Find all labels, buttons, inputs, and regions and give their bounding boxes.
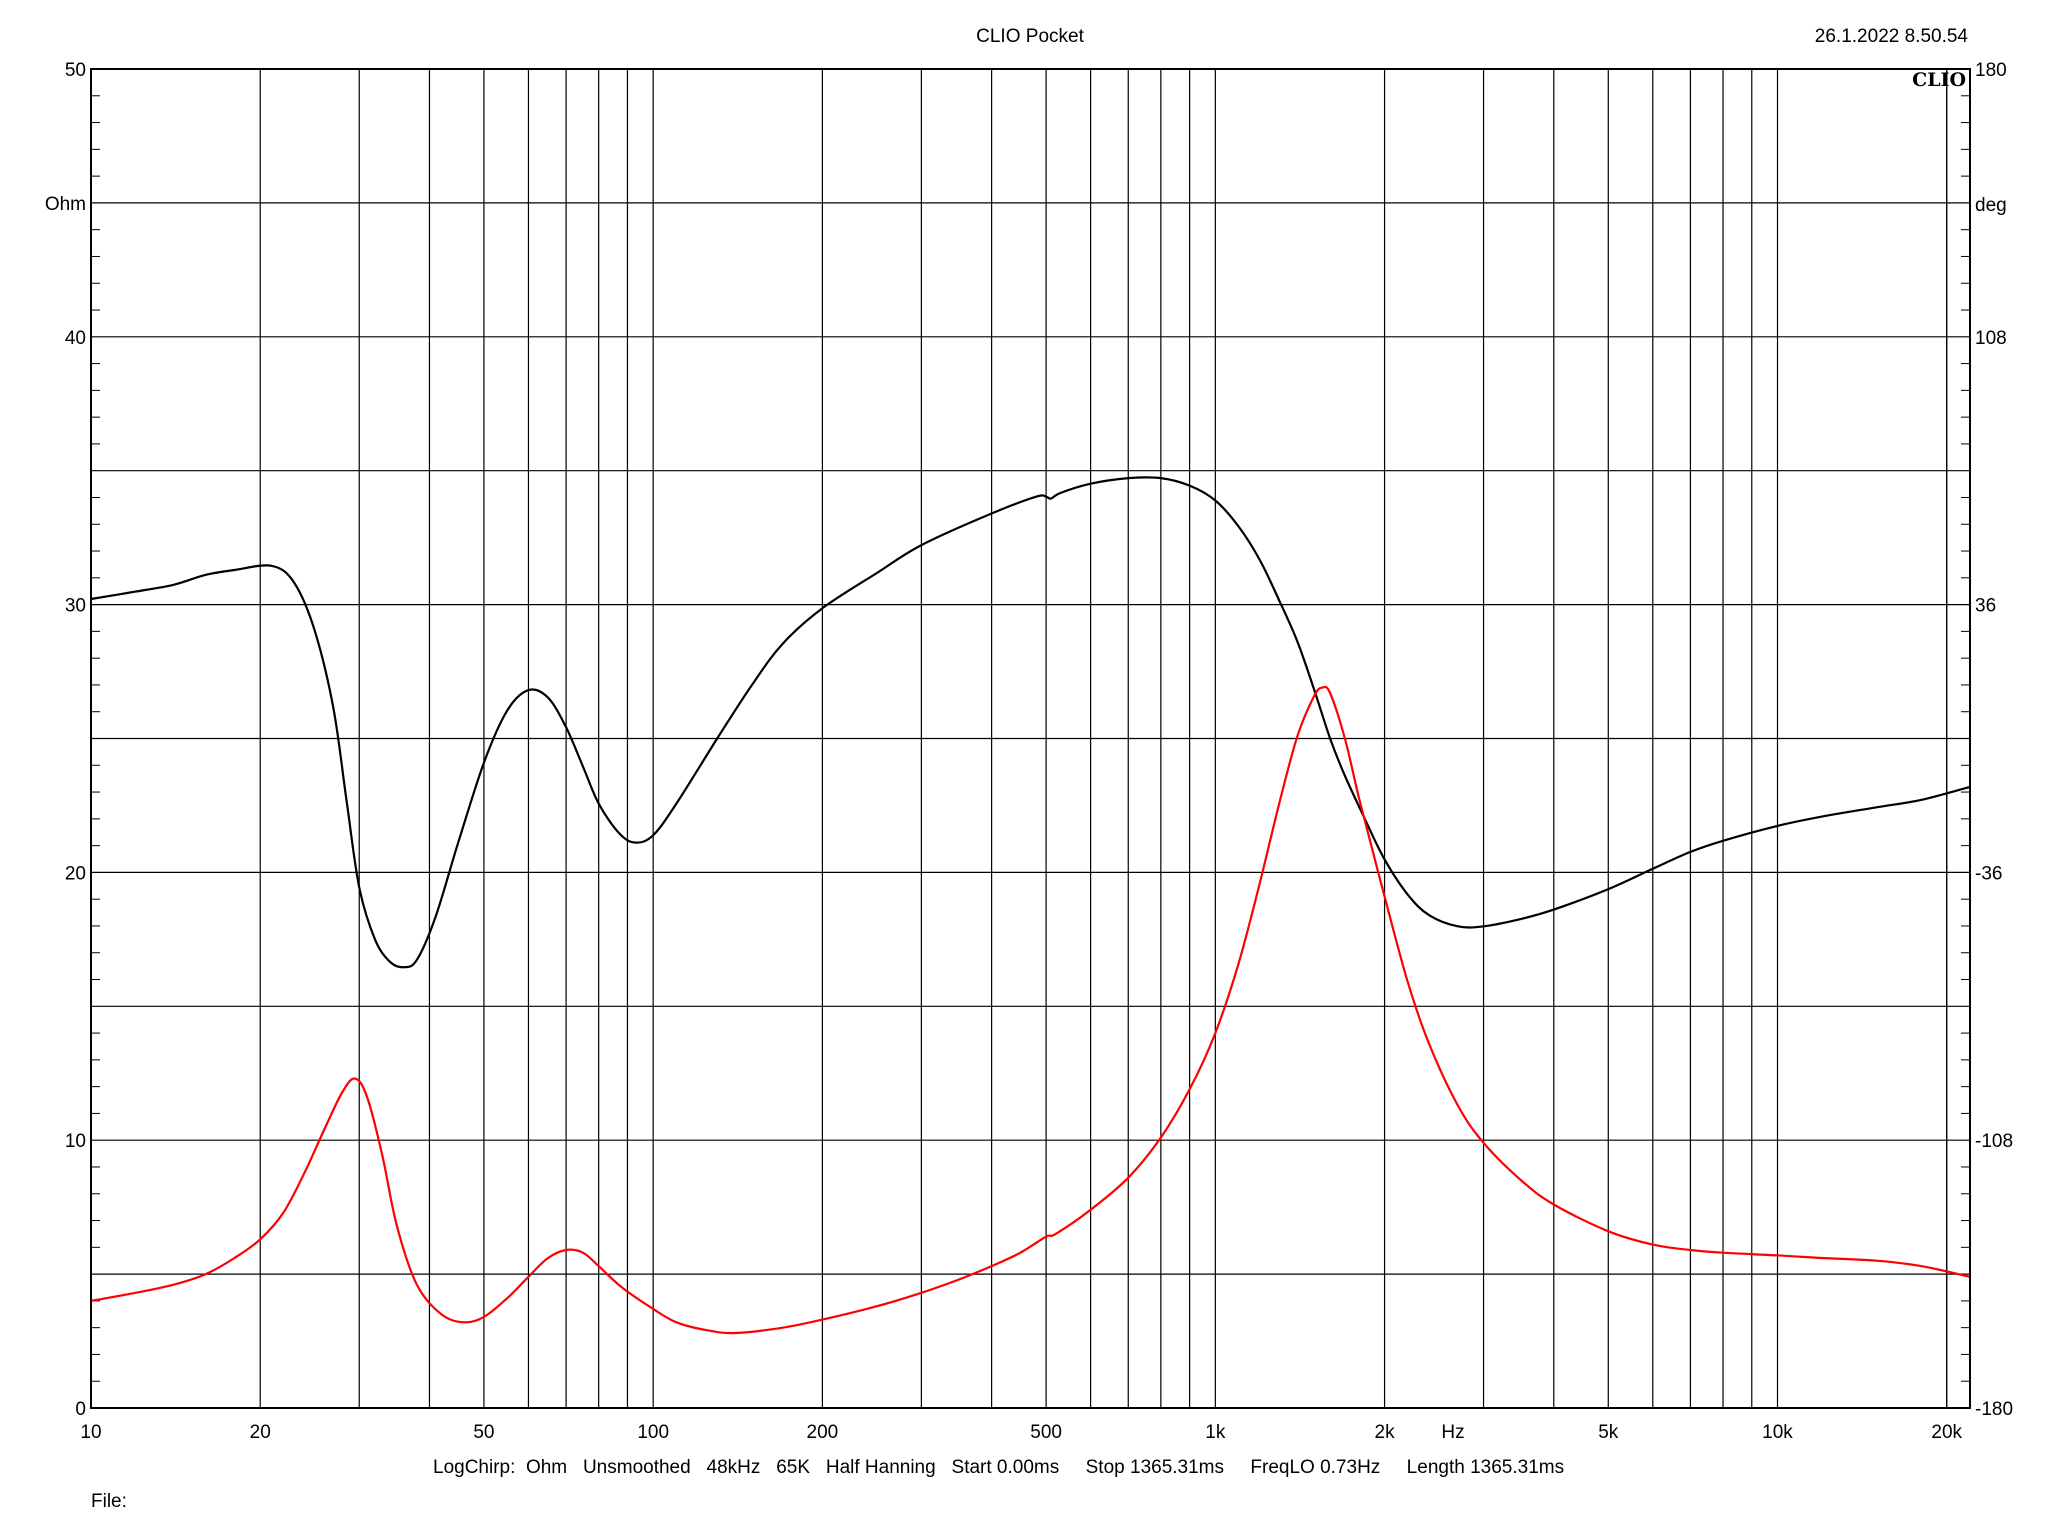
tick-labels: 10 20 50 100 200 500 1k 2k 5k 10k 20k01020304050-1… [65, 60, 2013, 1443]
right-tick-label: -36 [1975, 863, 2002, 884]
x-tick-label: 500 [1030, 1422, 1062, 1443]
x-axis-unit: Hz [1441, 1422, 1464, 1443]
clio-logo: CLIO [1912, 69, 1966, 91]
right-axis-unit: deg [1975, 195, 2007, 216]
grid [91, 69, 1970, 1408]
x-tick-label: 10k [1762, 1422, 1793, 1443]
impedance-curve [90, 685, 1971, 1335]
x-tick-label: 200 [807, 1422, 839, 1443]
right-tick-label: 108 [1975, 328, 2007, 349]
left-tick-label: 30 [65, 596, 86, 617]
measurement-settings: LogChirp: Ohm Unsmoothed 48kHz 65K Half … [433, 1457, 1564, 1478]
phase-curve [90, 476, 1971, 969]
file-label: File: [91, 1491, 127, 1512]
left-tick-label: 0 [75, 1399, 86, 1420]
x-tick-label: 100 [637, 1422, 669, 1443]
right-tick-label: 180 [1975, 60, 2007, 81]
x-tick-label: 2k [1375, 1422, 1396, 1443]
right-tick-label: -180 [1975, 1399, 2013, 1420]
x-tick-label: 1k [1205, 1422, 1226, 1443]
plot-frame [90, 68, 1971, 1409]
x-tick-label: 10 [80, 1422, 101, 1443]
left-tick-label: 20 [65, 863, 86, 884]
left-tick-label: 40 [65, 328, 86, 349]
x-tick-label: 5k [1598, 1422, 1619, 1443]
left-tick-label: 10 [65, 1131, 86, 1152]
left-tick-label: 50 [65, 60, 86, 81]
measurement-datetime: 26.1.2022 8.50.54 [1815, 26, 1969, 47]
curves [90, 476, 1971, 1335]
x-tick-label: 50 [473, 1422, 494, 1443]
right-tick-label: 36 [1975, 596, 1996, 617]
chart-title: CLIO Pocket [976, 26, 1084, 47]
left-axis-unit: Ohm [45, 194, 86, 215]
x-tick-label: 20k [1931, 1422, 1962, 1443]
x-tick-label: 20 [250, 1422, 271, 1443]
right-tick-label: -108 [1975, 1131, 2013, 1152]
